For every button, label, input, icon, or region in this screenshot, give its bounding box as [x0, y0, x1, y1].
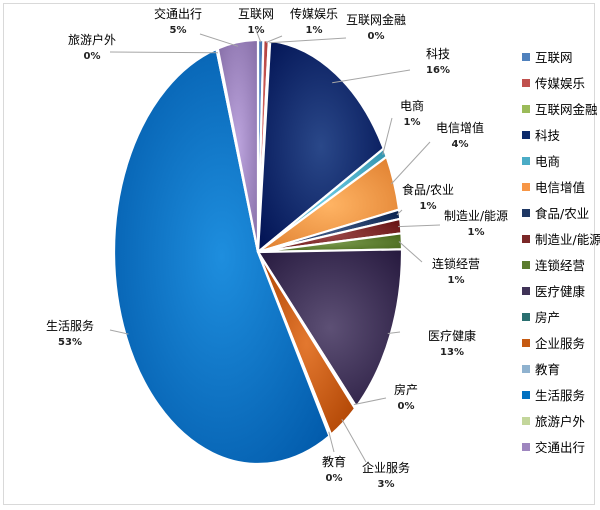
leader-line-9	[398, 241, 423, 263]
leader-line-4	[332, 69, 411, 84]
slice-label-percent: 1%	[448, 275, 465, 286]
legend-label: 企业服务	[535, 336, 585, 351]
slice-label-name: 互联网	[238, 7, 274, 21]
slice-label-name: 食品/农业	[402, 182, 454, 197]
legend-label: 连锁经营	[535, 258, 585, 273]
leader-line-11	[353, 397, 387, 406]
legend-label: 传媒娱乐	[535, 76, 585, 91]
legend-label: 电信增值	[535, 180, 585, 195]
slice-10	[256, 248, 404, 408]
legend-label: 科技	[535, 128, 561, 143]
slice-label-name: 传媒娱乐	[290, 6, 338, 21]
slice-label-percent: 1%	[404, 117, 421, 128]
slice-labels: 互联网 1% 传媒娱乐 1% 互联网金融 0% 科技 16% 电商 1% 电信增值 4% 食品/农业 1%…	[46, 6, 508, 490]
slice-label-percent: 0%	[84, 51, 101, 62]
slice-label-percent: 3%	[378, 479, 395, 490]
legend-swatch	[522, 209, 530, 217]
leader-line-8	[398, 224, 441, 228]
leader-line-12	[341, 418, 367, 463]
legend-label: 互联网金融	[535, 102, 598, 117]
legend-swatch	[522, 235, 530, 243]
leader-line-14	[109, 329, 129, 335]
leader-line-2	[265, 35, 283, 43]
slice-label-name: 教育	[322, 454, 346, 469]
legend-label: 房产	[535, 310, 560, 325]
legend-swatch	[522, 365, 530, 373]
legend-label: 医疗健康	[535, 284, 586, 299]
slice-label-name: 企业服务	[362, 460, 410, 475]
slice-16	[216, 38, 260, 254]
slice-14	[112, 47, 331, 466]
pie-slices	[112, 38, 404, 466]
legend-label: 互联网	[535, 50, 573, 65]
legend-swatch	[522, 53, 530, 61]
slice-label-name: 医疗健康	[428, 328, 476, 343]
leader-line-10	[387, 331, 401, 334]
legend-swatch	[522, 287, 530, 295]
slice-label-percent: 4%	[452, 139, 469, 150]
slice-label-name: 连锁经营	[432, 256, 480, 271]
slice-label-percent: 0%	[398, 401, 415, 412]
slice-label-name: 科技	[426, 47, 450, 61]
leader-line-7	[396, 209, 403, 216]
leader-line-16	[199, 33, 239, 47]
slice-label-percent: 1%	[420, 201, 437, 212]
slice-label-name: 房产	[394, 382, 418, 397]
leader-line-3	[269, 37, 347, 44]
legend-swatch	[522, 313, 530, 321]
legend-swatch	[522, 339, 530, 347]
leader-line-15	[109, 51, 218, 54]
legend-label: 生活服务	[535, 388, 585, 403]
leader-line-13	[328, 431, 335, 453]
leader-line-6	[390, 141, 431, 185]
slice-4	[256, 39, 385, 254]
slice-label-percent: 1%	[468, 227, 485, 238]
slice-label-name: 交通出行	[154, 6, 202, 21]
legend-swatch	[522, 261, 530, 269]
legend: 互联网传媒娱乐互联网金融科技电商电信增值食品/农业制造业/能源连锁经营医疗健康房…	[522, 50, 600, 455]
slice-label-percent: 53%	[58, 337, 82, 348]
leader-lines	[109, 29, 441, 463]
slice-label-percent: 0%	[326, 473, 343, 484]
legend-label: 旅游户外	[535, 414, 586, 429]
leader-line-5	[382, 117, 393, 155]
slice-label-percent: 0%	[368, 31, 385, 42]
legend-swatch	[522, 105, 530, 113]
slice-label-percent: 1%	[248, 25, 265, 36]
slice-label-name: 电商	[400, 98, 424, 113]
slice-label-percent: 16%	[426, 65, 450, 76]
legend-swatch	[522, 183, 530, 191]
leader-line-1	[255, 29, 262, 43]
legend-swatch	[522, 391, 530, 399]
slice-label-name: 制造业/能源	[444, 209, 508, 223]
slice-label-name: 互联网金融	[346, 12, 406, 27]
legend-label: 交通出行	[535, 440, 585, 455]
slice-label-name: 生活服务	[46, 318, 94, 333]
slice-label-percent: 5%	[170, 25, 187, 36]
slice-label-percent: 1%	[306, 25, 323, 36]
legend-swatch	[522, 417, 530, 425]
chart-frame	[3, 3, 595, 505]
slice-label-name: 旅游户外	[68, 32, 116, 47]
legend-label: 食品/农业	[535, 206, 589, 221]
slice-label-name: 电信增值	[436, 120, 484, 135]
legend-swatch	[522, 79, 530, 87]
legend-swatch	[522, 443, 530, 451]
legend-label: 电商	[535, 154, 560, 169]
legend-label: 教育	[535, 362, 560, 377]
legend-label: 制造业/能源	[535, 232, 600, 247]
legend-swatch	[522, 157, 530, 165]
slice-label-percent: 13%	[440, 347, 464, 358]
legend-swatch	[522, 131, 530, 139]
